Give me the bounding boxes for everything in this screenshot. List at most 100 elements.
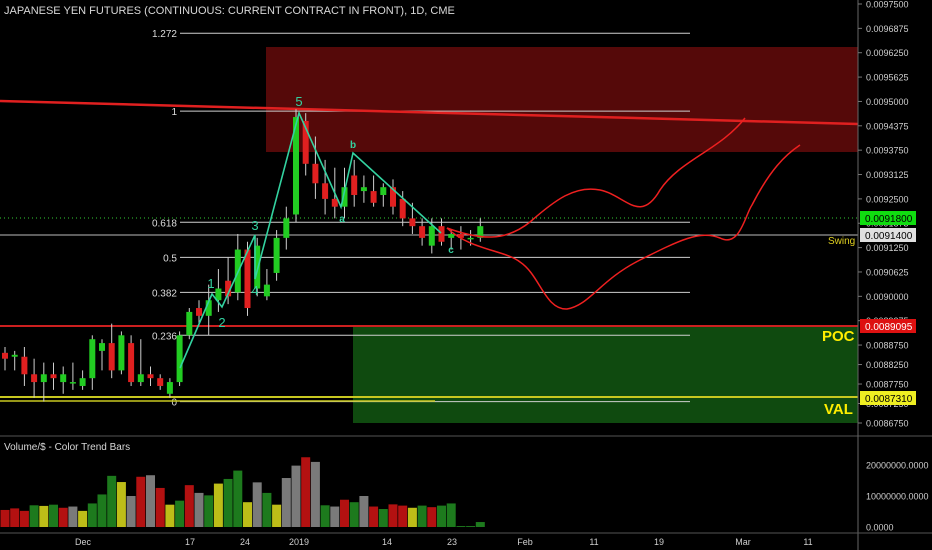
volume-bar — [233, 470, 243, 527]
poc-price-box — [860, 319, 916, 333]
candle-body — [50, 374, 57, 379]
volume-bar — [68, 506, 78, 527]
swing-price-label: 0.0091400 — [865, 231, 913, 242]
price-tick-label: 0.0090000 — [866, 292, 909, 302]
volume-bar — [340, 499, 349, 527]
time-tick-label: Dec — [75, 537, 92, 547]
chart-title: JAPANESE YEN FUTURES (CONTINUOUS: CURREN… — [4, 5, 455, 17]
swing-price-box — [860, 228, 916, 242]
candle-body — [60, 374, 67, 383]
price-tick-label: 0.0088750 — [866, 341, 909, 351]
volume-bar — [146, 475, 155, 527]
volume-bar — [107, 475, 117, 527]
volume-tick-label: 20000000.0000 — [866, 461, 929, 471]
candle-body — [137, 374, 144, 383]
volume-bar — [378, 509, 388, 527]
volume-indicator-label: Volume/$ - Color Trend Bars — [4, 442, 131, 453]
candle-body — [147, 374, 154, 379]
resistance-trendline — [0, 99, 859, 126]
fib-level-label: 0.382 — [152, 288, 177, 299]
wave-label-4: 4 — [251, 283, 258, 298]
volume-bar — [281, 478, 291, 527]
volume-bar — [39, 505, 49, 527]
wave-label-1: 1 — [207, 276, 214, 291]
volume-bar — [213, 483, 223, 527]
price-tick-label: 0.0086750 — [866, 419, 909, 429]
candle-body — [166, 382, 173, 394]
candle-body — [399, 198, 406, 219]
last-price-label: 0.0091800 — [865, 214, 913, 225]
price-tick-label: 0.0096875 — [866, 24, 909, 34]
candle-body — [263, 284, 270, 297]
volume-bar — [349, 502, 359, 527]
volume-tick-label: 0.0000 — [866, 523, 894, 533]
price-tick-label: 0.0087750 — [866, 380, 909, 390]
candle-body — [21, 356, 28, 375]
volume-bar — [417, 505, 427, 527]
candle-body — [477, 226, 484, 238]
last-price-box — [860, 211, 916, 225]
fib-level-label: 1.272 — [152, 29, 177, 40]
candle-body — [176, 335, 183, 383]
time-tick-label: Feb — [517, 537, 533, 547]
candle-body — [118, 335, 125, 371]
price-tick-label: 0.0093125 — [866, 170, 909, 180]
time-tick-label: 2019 — [289, 537, 309, 547]
volume-bar — [272, 504, 282, 527]
volume-tick-label: 10000000.0000 — [866, 492, 929, 502]
candle-body — [467, 237, 474, 240]
fib-level-label: 0 — [171, 398, 177, 409]
volume-bar — [456, 526, 466, 527]
time-tick-label: 17 — [185, 537, 195, 547]
volume-bar — [184, 485, 194, 527]
candle-body — [322, 183, 329, 199]
volume-bar — [475, 522, 485, 527]
price-tick-label: 0.0095625 — [866, 73, 909, 83]
candle-body — [302, 120, 309, 164]
val-tag: VAL — [824, 401, 853, 418]
candle-body — [244, 249, 251, 309]
candle-body — [99, 343, 105, 351]
volume-bar — [116, 482, 126, 527]
price-tick-label: 0.0094375 — [866, 121, 909, 131]
val-price-label: 0.0087310 — [865, 394, 913, 405]
price-tick-label: 0.0093750 — [866, 146, 909, 156]
candle-body — [40, 374, 47, 383]
time-axis[interactable]: Dec 17 24 2019 14 23 Feb 11 19 Mar 11 — [75, 537, 813, 547]
price-tick-label: 0.0091250 — [866, 243, 909, 253]
value-area-zone — [353, 326, 858, 423]
volume-bar — [97, 494, 107, 527]
price-tick-label: 0.0096250 — [866, 48, 909, 58]
candle-body — [283, 218, 290, 238]
price-tick-label: 0.0097500 — [866, 0, 909, 10]
volume-bar — [29, 505, 39, 527]
time-tick-label: 14 — [382, 537, 392, 547]
volume-bar — [407, 507, 417, 527]
wave-label-a: a — [339, 214, 345, 225]
wave-label-3: 3 — [251, 218, 258, 233]
volume-bar — [126, 496, 136, 527]
candle-body — [79, 378, 86, 386]
volume-bar — [58, 507, 68, 527]
candle-body — [225, 280, 232, 297]
fib-level-label: 0.236 — [152, 331, 177, 342]
wave-label-b: b — [350, 140, 356, 151]
volume-bar — [262, 492, 272, 527]
time-tick-label: Mar — [735, 537, 751, 547]
volume-bar — [165, 504, 175, 527]
price-tick-label: 0.0095000 — [866, 97, 909, 107]
candle-body — [360, 187, 367, 192]
volume-bar — [10, 508, 20, 527]
volume-bar — [310, 461, 320, 527]
fib-level-label: 0.5 — [163, 253, 177, 264]
candle-body — [215, 288, 222, 301]
time-tick-label: 24 — [240, 537, 250, 547]
volume-bar — [398, 505, 408, 527]
wave-label-c: c — [448, 245, 454, 256]
volume-bar — [19, 510, 29, 527]
poc-tag: POC — [822, 328, 855, 345]
volume-bar — [223, 478, 233, 527]
candle-body — [69, 382, 76, 384]
volume-bar — [320, 505, 330, 527]
